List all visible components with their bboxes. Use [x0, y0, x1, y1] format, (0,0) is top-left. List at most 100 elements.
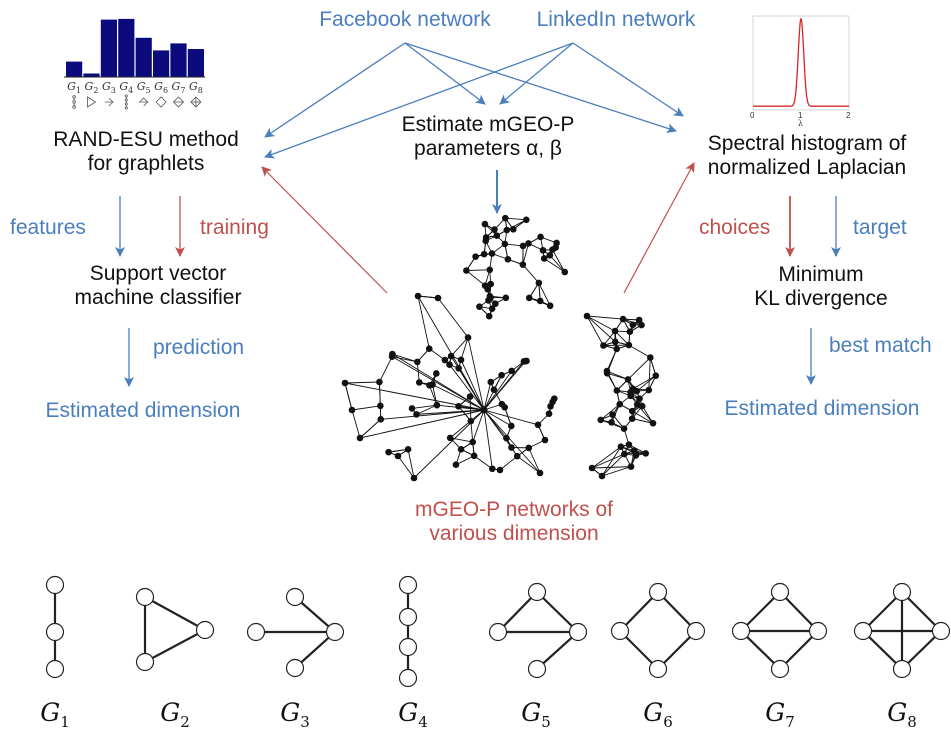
- graphlet-node: [527, 582, 547, 602]
- mini-graphlet-glyph: [190, 96, 202, 108]
- spectral-tick-label: 0: [750, 111, 755, 120]
- arrow-networks-to-randesu: [261, 166, 388, 294]
- network-edges: [344, 295, 555, 479]
- graphlet-node: [686, 621, 706, 641]
- graphlet-5: [488, 582, 588, 679]
- graphlet-8: [853, 582, 951, 679]
- graphlet-node: [285, 658, 305, 678]
- graphlet-node: [770, 582, 790, 602]
- graphlet-node: [648, 582, 668, 602]
- histogram-bar: [100, 19, 117, 78]
- spectral-histogram-label: Spectral histogram of normalized Laplacia…: [707, 132, 907, 180]
- estimated-dimension-left: Estimated dimension: [45, 399, 241, 422]
- mini-graphlet-glyph: [104, 97, 114, 107]
- graphlet-node: [398, 637, 418, 657]
- graphlet-edge: [144, 629, 206, 663]
- estimated-dimension-right: Estimated dimension: [724, 397, 920, 420]
- network-edges: [465, 217, 566, 317]
- graphlet-2: [135, 587, 215, 672]
- facebook-network-label: Facebook network: [319, 8, 491, 31]
- spectral-tick-label: 1: [798, 111, 803, 120]
- best-match-label: best match: [829, 334, 932, 357]
- mini-graphlet-glyph: [87, 96, 97, 108]
- histogram-category-label: G3: [101, 80, 116, 96]
- arrow-linkedin-to-randesu: [264, 42, 574, 159]
- network-nodes: [583, 312, 660, 480]
- source-arrows: [264, 42, 684, 159]
- graphlet-node: [931, 621, 951, 641]
- histogram-bar: [118, 18, 135, 77]
- graphlet-edge: [740, 591, 781, 632]
- histogram-bar: [83, 73, 100, 77]
- graphlet-node: [285, 587, 305, 607]
- prediction-label: prediction: [153, 336, 245, 359]
- graphlet-label: G3: [280, 698, 310, 731]
- graphlet-node: [45, 575, 65, 595]
- graphlet-node: [398, 575, 418, 595]
- graphlet-node: [808, 621, 828, 641]
- spectral-frame: [752, 15, 850, 111]
- histogram-category-label: G4: [119, 80, 134, 96]
- graphlet-6: [610, 582, 706, 679]
- graphlet-label: G2: [160, 698, 190, 731]
- network-nodes: [463, 214, 569, 320]
- graphlet-label: G8: [887, 698, 917, 731]
- graphlet-edge: [536, 591, 579, 633]
- graphlet-node: [770, 659, 790, 679]
- mini-graphlet-glyph: [155, 96, 167, 108]
- arrow-linkedin-to-estimate: [499, 42, 574, 105]
- histogram-bar: [66, 61, 83, 77]
- svm-classifier-label: Support vector machine classifier: [74, 262, 242, 310]
- graphlet-edge: [862, 591, 903, 632]
- histogram-category-label: G2: [84, 80, 99, 96]
- graphlet-1: [45, 575, 65, 679]
- graphlet-3: [246, 587, 345, 678]
- network-nodes: [341, 292, 558, 482]
- spectral-histogram-inset: [752, 15, 850, 111]
- graphlet-histogram-inset: [64, 18, 206, 110]
- linkedin-network-label: LinkedIn network: [536, 8, 696, 31]
- graphlet-node: [892, 582, 912, 602]
- graphlet-node: [853, 621, 873, 641]
- arrow-facebook-to-estimate: [404, 42, 486, 105]
- arrow-facebook-to-spectral: [404, 42, 677, 133]
- spectral-axis-label: λ: [798, 119, 804, 128]
- histogram-bar: [153, 50, 170, 77]
- graphlet-label: G1: [40, 698, 70, 731]
- histogram-category-label: G8: [188, 80, 203, 96]
- histogram-bar: [187, 49, 204, 77]
- graphlet-node: [195, 620, 215, 640]
- graphlet-label: G7: [765, 698, 795, 731]
- graphlet-4: [398, 575, 418, 688]
- mini-graphlet-glyph: [124, 94, 128, 110]
- graphlet-node: [135, 587, 155, 607]
- histogram-category-label: G5: [136, 80, 151, 96]
- graphlet-node: [648, 659, 668, 679]
- graphlet-node: [45, 622, 65, 642]
- graphlet-edge: [536, 631, 579, 670]
- target-label: target: [853, 216, 907, 239]
- mgeop-networks-label: mGEO-P networks of various dimension: [414, 498, 614, 546]
- graphlet-label: G5: [521, 698, 551, 731]
- histogram-category-label: G1: [67, 80, 82, 96]
- graphlet-edge: [144, 596, 206, 631]
- graphlet-node: [892, 659, 912, 679]
- histogram-bar: [170, 43, 187, 77]
- histogram-bar: [135, 37, 152, 77]
- features-label: features: [10, 216, 86, 239]
- spectral-tick-label: 2: [846, 111, 851, 120]
- mini-graphlet-glyph: [172, 96, 185, 108]
- network-arrows: [261, 162, 695, 294]
- graphlet-node: [731, 621, 751, 641]
- graphlet-label: G6: [643, 698, 673, 731]
- estimate-mgeop-label: Estimate mGEO-P parameters α, β: [401, 113, 575, 161]
- graphlet-node: [527, 659, 547, 679]
- graphlet-edge: [901, 591, 942, 632]
- arrow-networks-to-spectral: [623, 162, 695, 294]
- graphlet-node: [325, 622, 345, 642]
- randesu-method-label: RAND-ESU method for graphlets: [53, 128, 239, 176]
- kl-divergence-label: Minimum KL divergence: [754, 263, 888, 311]
- graphlet-edge: [497, 591, 538, 633]
- mgeop-networks-illustration: [341, 214, 660, 482]
- graphlet-node: [610, 621, 630, 641]
